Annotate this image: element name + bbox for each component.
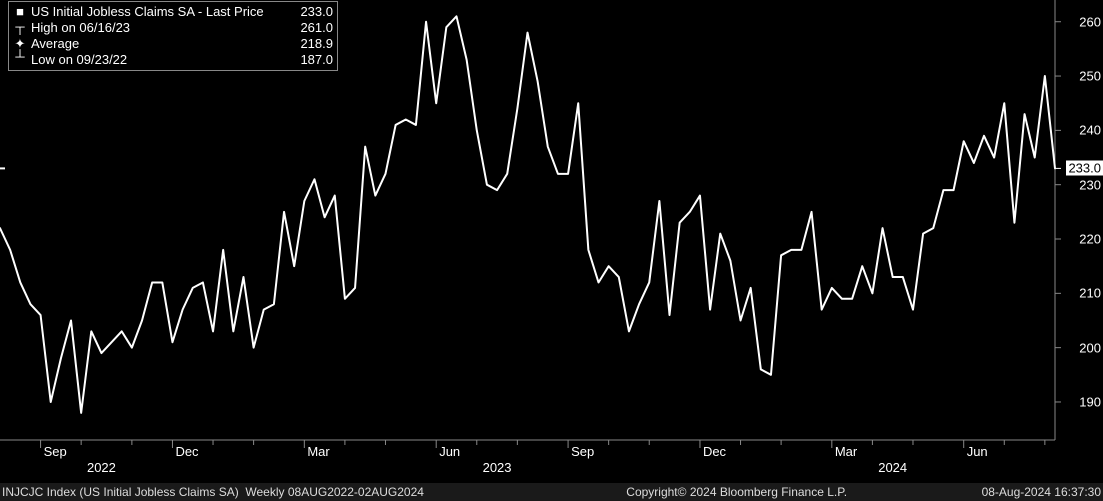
legend-low-label: Low on 09/23/22 (31, 52, 283, 68)
x-tick-label: Jun (967, 444, 988, 459)
y-tick-label: 200 (1079, 340, 1101, 355)
x-tick-label: Dec (703, 444, 726, 459)
y-tick-label: 220 (1079, 232, 1101, 247)
legend-low-row: ┴ Low on 09/23/22 187.0 (13, 52, 333, 68)
legend-title-row: ■ US Initial Jobless Claims SA - Last Pr… (13, 4, 333, 20)
y-tick-label: 210 (1079, 286, 1101, 301)
y-tick-label: 240 (1079, 123, 1101, 138)
y-last-price-label: 233.0 (1066, 161, 1103, 176)
legend-title-label: US Initial Jobless Claims SA - Last Pric… (31, 4, 283, 20)
x-year-label: 2023 (483, 460, 512, 475)
series-swatch-icon: ■ (13, 4, 27, 20)
legend-low-value: 187.0 (283, 52, 333, 68)
footer-right: 08-Aug-2024 16:37:30 (982, 485, 1103, 499)
chart-svg (0, 0, 1103, 501)
legend-avg-label: Average (31, 36, 283, 52)
x-tick-label: Sep (571, 444, 594, 459)
footer-left: INJCJC Index (US Initial Jobless Claims … (0, 485, 492, 499)
x-year-label: 2024 (878, 460, 907, 475)
y-tick-label: 190 (1079, 394, 1101, 409)
legend-avg-row: ✦ Average 218.9 (13, 36, 333, 52)
low-marker-icon: ┴ (13, 49, 27, 65)
legend-high-row: ┬ High on 06/16/23 261.0 (13, 20, 333, 36)
legend-title-value: 233.0 (283, 4, 333, 20)
high-marker-icon: ┬ (13, 19, 27, 35)
x-year-label: 2022 (87, 460, 116, 475)
footer-center: Copyright© 2024 Bloomberg Finance L.P. (492, 485, 982, 499)
x-tick-label: Sep (44, 444, 67, 459)
footer-bar: INJCJC Index (US Initial Jobless Claims … (0, 483, 1103, 501)
y-tick-label: 230 (1079, 177, 1101, 192)
chart-area (0, 0, 1103, 501)
x-tick-label: Mar (307, 444, 329, 459)
legend-high-value: 261.0 (283, 20, 333, 36)
y-tick-label: 250 (1079, 69, 1101, 84)
y-tick-label: 260 (1079, 14, 1101, 29)
x-tick-label: Dec (175, 444, 198, 459)
x-tick-label: Mar (835, 444, 857, 459)
legend-high-label: High on 06/16/23 (31, 20, 283, 36)
legend-avg-value: 218.9 (283, 36, 333, 52)
x-tick-label: Jun (439, 444, 460, 459)
legend-box: ■ US Initial Jobless Claims SA - Last Pr… (8, 1, 338, 71)
